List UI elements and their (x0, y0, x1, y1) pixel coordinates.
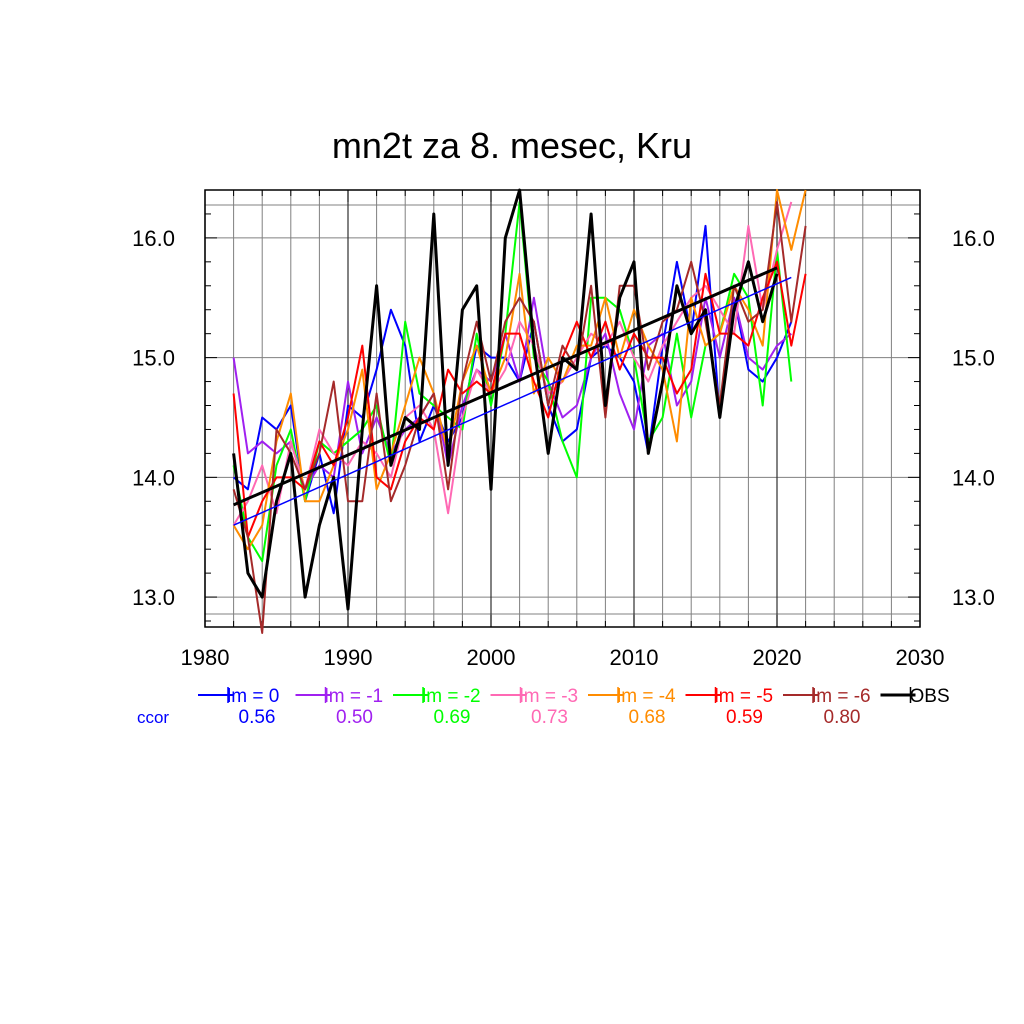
trend-line (233, 266, 778, 507)
y-tick-label-right: 15.0 (952, 346, 995, 371)
plot-frame (204, 189, 921, 628)
y-tick-label-right: 14.0 (952, 465, 995, 490)
y-tick-label-left: 16.0 (132, 226, 175, 251)
ccor-label: ccor (137, 708, 169, 727)
legend-label: lm = -5 (715, 686, 774, 707)
series-line (232, 188, 779, 611)
x-tick-label: 1990 (324, 645, 373, 670)
y-tick-label-left: 13.0 (132, 585, 175, 610)
legend-label: lm = -4 (617, 686, 676, 707)
legend-ccor-value: 0.56 (239, 707, 276, 728)
y-tick-label-right: 13.0 (952, 585, 995, 610)
x-tick-label: 2020 (753, 645, 802, 670)
legend-ccor-value: 0.59 (726, 707, 763, 728)
legend-label: lm = -2 (422, 686, 481, 707)
chart-title: mn2t za 8. mesec, Kru (332, 125, 692, 166)
legend-ccor-value: 0.73 (531, 707, 568, 728)
x-tick-label: 2030 (896, 645, 945, 670)
y-tick-label-left: 14.0 (132, 465, 175, 490)
legend-ccor-value: 0.69 (434, 707, 471, 728)
legend-ccor-value: 0.68 (629, 707, 666, 728)
legend-label: lm = -6 (812, 686, 871, 707)
trend-line (233, 276, 792, 526)
legend-label: lm = -3 (520, 686, 579, 707)
legend-ccor-value: 0.50 (336, 707, 373, 728)
series-line (232, 296, 792, 491)
y-tick-label-right: 16.0 (952, 226, 995, 251)
legend-label: lm = -1 (325, 686, 384, 707)
x-tick-label: 1980 (181, 645, 230, 670)
x-tick-label: 2010 (610, 645, 659, 670)
legend-label: lm = 0 (227, 686, 279, 707)
legend-ccor-value: 0.80 (824, 707, 861, 728)
series-line (232, 260, 807, 539)
x-tick-label: 2000 (467, 645, 516, 670)
series-line (232, 200, 793, 563)
legend-label: OBS (910, 686, 950, 707)
y-tick-label-left: 15.0 (132, 346, 175, 371)
